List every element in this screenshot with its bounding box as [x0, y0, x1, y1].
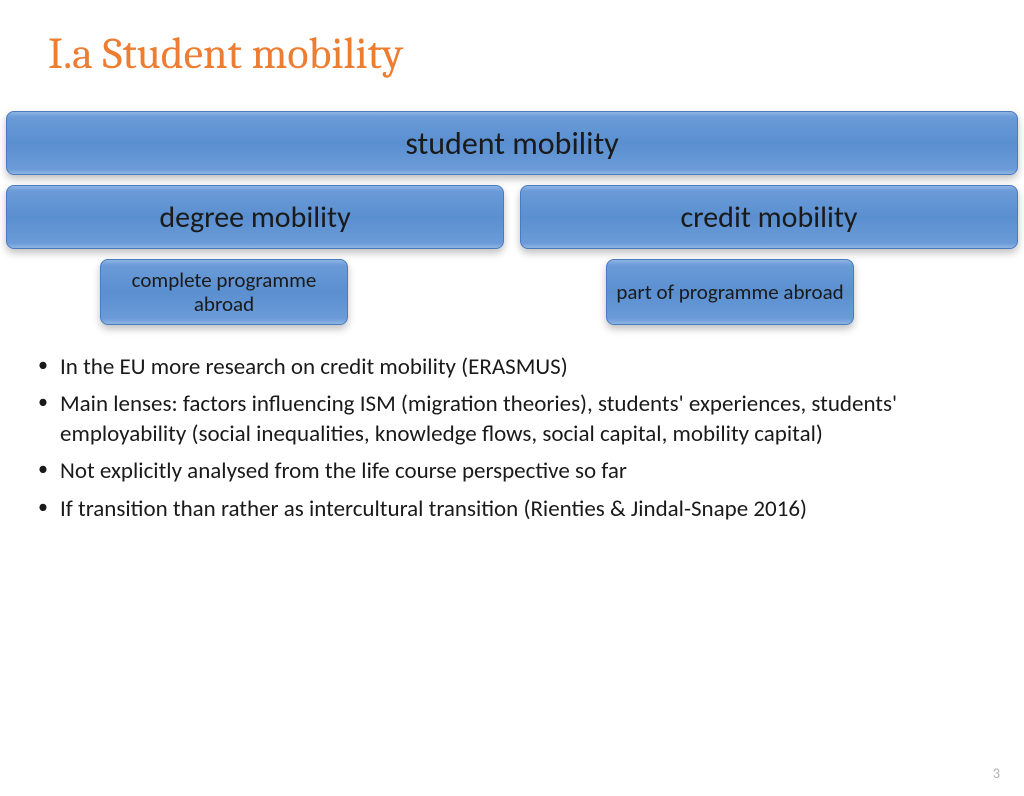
bullet-item: Main lenses: factors influencing ISM (mi…: [30, 390, 994, 449]
slide-title: I.a Student mobility: [48, 28, 1024, 79]
diagram-node-degree: degree mobility: [6, 185, 504, 249]
diagram-node-complete-programme: complete programme abroad: [100, 259, 348, 325]
diagram-row-2: degree mobility credit mobility: [4, 185, 1020, 249]
diagram-row-3: complete programme abroad part of progra…: [4, 259, 1020, 325]
hierarchy-diagram: student mobility degree mobility credit …: [4, 111, 1020, 325]
bullet-item: Not explicitly analysed from the life co…: [30, 457, 994, 486]
bullet-item: If transition than rather as intercultur…: [30, 495, 994, 524]
bullet-list: In the EU more research on credit mobili…: [30, 353, 994, 524]
diagram-node-root: student mobility: [6, 111, 1018, 175]
diagram-node-credit: credit mobility: [520, 185, 1018, 249]
diagram-node-part-programme: part of programme abroad: [606, 259, 854, 325]
bullet-item: In the EU more research on credit mobili…: [30, 353, 994, 382]
